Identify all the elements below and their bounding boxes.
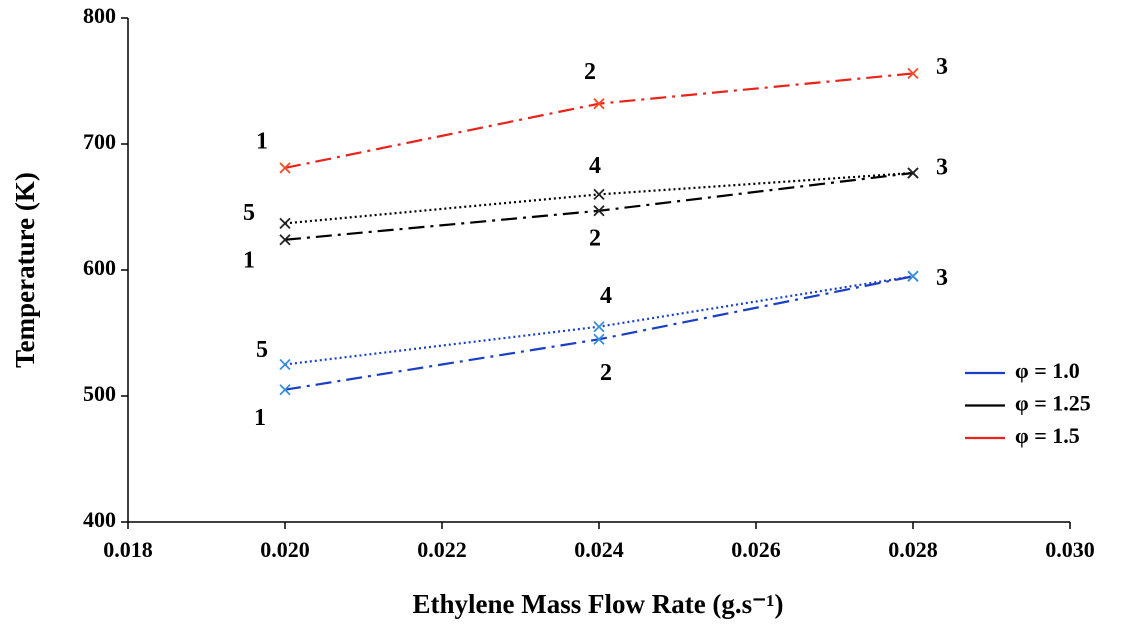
point-marker bbox=[593, 321, 605, 333]
point-marker bbox=[279, 358, 291, 371]
point-marker bbox=[279, 217, 291, 230]
point-marker bbox=[907, 270, 919, 282]
point-label: 4 bbox=[589, 153, 601, 179]
point-marker bbox=[907, 167, 919, 179]
point-label: 1 bbox=[243, 247, 255, 273]
x-axis-title: Ethylene Mass Flow Rate (g.s⁻¹) bbox=[412, 589, 783, 619]
point-marker bbox=[593, 205, 605, 217]
x-tick-label: 0.022 bbox=[417, 537, 467, 562]
point-label: 1 bbox=[256, 128, 268, 154]
point-label: 5 bbox=[256, 337, 268, 363]
legend-label: φ = 1.5 bbox=[1015, 423, 1080, 448]
point-label: 2 bbox=[589, 225, 601, 251]
x-tick-label: 0.018 bbox=[103, 537, 153, 562]
series-line bbox=[284, 171, 914, 225]
point-label: 2 bbox=[600, 360, 612, 386]
x-tick-label: 0.026 bbox=[731, 537, 781, 562]
y-tick-label: 400 bbox=[83, 507, 116, 532]
y-tick-label: 500 bbox=[83, 381, 116, 406]
y-axis-title: Temperature (K) bbox=[10, 172, 40, 368]
point-marker bbox=[279, 234, 291, 246]
point-label: 3 bbox=[936, 265, 948, 291]
series-line bbox=[284, 275, 914, 366]
point-label: 5 bbox=[243, 200, 255, 226]
x-tick-label: 0.020 bbox=[260, 537, 310, 562]
x-tick-label: 0.024 bbox=[574, 537, 624, 562]
legend-label: φ = 1.25 bbox=[1015, 391, 1091, 416]
y-tick-label: 800 bbox=[83, 3, 116, 28]
point-label: 1 bbox=[254, 405, 266, 431]
y-tick-label: 600 bbox=[83, 255, 116, 280]
point-marker bbox=[279, 384, 291, 396]
x-tick-label: 0.028 bbox=[888, 537, 938, 562]
legend-label: φ = 1.0 bbox=[1015, 358, 1080, 383]
point-marker bbox=[593, 98, 605, 110]
point-marker bbox=[593, 333, 605, 345]
y-tick-label: 700 bbox=[83, 129, 116, 154]
point-label: 4 bbox=[600, 283, 612, 309]
x-tick-label: 0.030 bbox=[1045, 537, 1095, 562]
point-marker bbox=[279, 162, 291, 174]
point-marker bbox=[593, 188, 605, 201]
point-label: 3 bbox=[936, 54, 948, 80]
series-line bbox=[284, 275, 914, 391]
point-label: 3 bbox=[936, 154, 948, 180]
point-marker bbox=[907, 67, 919, 80]
point-label: 2 bbox=[584, 59, 596, 85]
